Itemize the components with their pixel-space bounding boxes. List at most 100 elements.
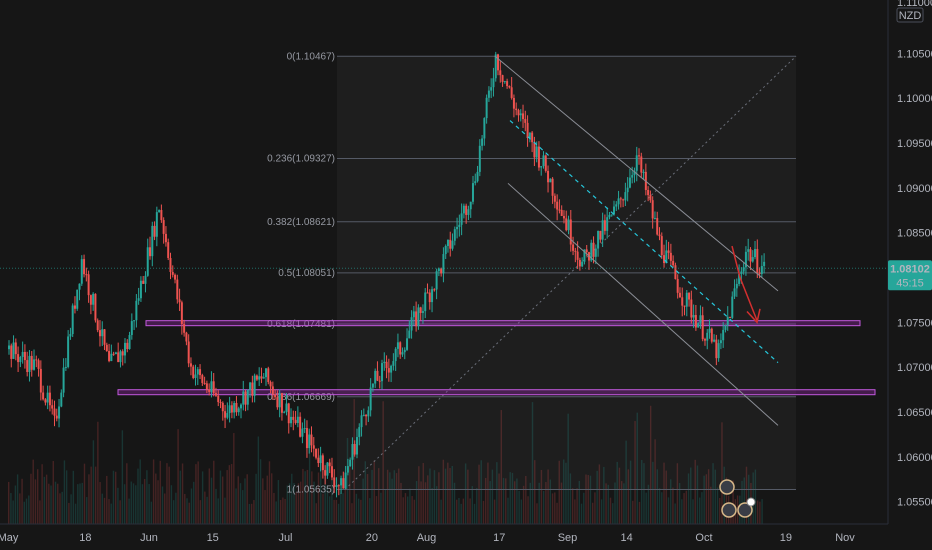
candle-body <box>510 87 513 98</box>
candle-body <box>271 386 274 395</box>
candle-body <box>697 323 700 328</box>
volume-bar <box>242 490 244 524</box>
notification-icon[interactable] <box>746 497 756 507</box>
volume-bar <box>170 485 173 524</box>
volume-bar <box>413 499 416 524</box>
event-marker-icon[interactable] <box>719 479 735 495</box>
volume-bar <box>386 469 389 524</box>
volume-bar <box>152 459 155 524</box>
volume-bar <box>150 501 153 524</box>
volume-bar <box>643 463 645 524</box>
candle-body <box>415 311 418 327</box>
volume-bar <box>340 492 342 524</box>
candle-body <box>499 70 502 76</box>
volume-bar <box>52 461 54 524</box>
volume-bar <box>219 470 222 524</box>
candle-body <box>544 155 547 171</box>
volume-bar <box>469 498 471 524</box>
indicator-icons[interactable] <box>719 479 756 518</box>
volume-bar <box>206 496 208 524</box>
candle-body <box>399 342 402 355</box>
volume-bar <box>313 481 315 524</box>
event-marker-icon[interactable] <box>721 502 737 518</box>
volume-bar <box>237 476 239 524</box>
candle-body <box>626 187 629 193</box>
candle-body <box>403 349 406 353</box>
candle-body <box>217 395 220 403</box>
volume-bar <box>114 471 117 524</box>
candle-body <box>692 315 695 318</box>
volume-bar <box>696 465 699 524</box>
candle-body <box>160 210 163 221</box>
volume-bar <box>511 472 514 524</box>
volume-bar <box>409 488 411 524</box>
candle-body <box>58 406 61 419</box>
volume-bar <box>482 500 485 524</box>
candle-body <box>562 216 565 219</box>
candle-body <box>83 259 86 275</box>
volume-bar <box>627 469 630 524</box>
volume-bar <box>90 466 92 524</box>
volume-bar <box>297 483 300 524</box>
volume-bar <box>264 490 266 524</box>
volume-bar <box>645 492 647 524</box>
candle-body <box>396 342 399 349</box>
candle-body <box>169 257 172 272</box>
candle-body <box>360 415 363 428</box>
volume-bar <box>233 433 235 524</box>
volume-bar <box>268 461 271 524</box>
volume-bar <box>279 499 282 524</box>
candle-body <box>376 370 379 381</box>
x-tick-label: 17 <box>493 532 505 544</box>
volume-bar <box>41 464 43 524</box>
candle-body <box>151 225 154 257</box>
volume-bar <box>166 463 168 524</box>
candle-body <box>565 218 568 231</box>
candle-body <box>119 351 122 363</box>
volume-bar <box>302 468 304 524</box>
candle-body <box>453 229 456 241</box>
candle-body <box>503 81 506 83</box>
candle-body <box>649 195 652 201</box>
candle-body <box>244 391 247 405</box>
volume-bar <box>480 460 482 524</box>
candle-body <box>749 249 752 262</box>
event-marker-icon[interactable] <box>737 502 753 518</box>
candle-body <box>10 345 13 359</box>
currency-box <box>896 7 924 23</box>
volume-bar <box>542 490 545 524</box>
candle-body <box>344 472 347 489</box>
candle-body <box>474 181 477 184</box>
volume-bar <box>745 466 748 524</box>
fib-label: 0.382(1.08621) <box>267 217 335 228</box>
volume-bar <box>14 485 17 524</box>
currency-label: NZD <box>899 10 922 22</box>
volume-bar <box>273 492 275 524</box>
candle-body <box>553 195 556 202</box>
volume-bar <box>199 500 202 524</box>
volume-bar <box>378 468 380 524</box>
candle-body <box>285 403 288 412</box>
candle-body <box>738 273 741 284</box>
y-tick-label: 1.07500 <box>897 317 932 329</box>
volume-bar <box>607 484 609 524</box>
volume-bar <box>585 474 587 524</box>
volume-bar <box>101 493 104 524</box>
volume-bar <box>712 463 714 524</box>
candle-body <box>735 283 738 289</box>
trend-channel <box>494 55 779 426</box>
volume-bar <box>284 498 286 524</box>
candle-body <box>8 345 10 350</box>
volume-bar <box>759 501 761 524</box>
candle-body <box>633 170 636 176</box>
candle-body <box>301 428 304 437</box>
volume-bar <box>431 488 433 524</box>
candle-body <box>142 280 145 284</box>
candle-body <box>724 325 727 330</box>
x-tick-label: May <box>0 532 19 544</box>
volume-bar <box>571 488 574 524</box>
volume-bar <box>478 464 480 524</box>
volume-bar <box>491 469 494 524</box>
volume-bar <box>433 470 436 524</box>
